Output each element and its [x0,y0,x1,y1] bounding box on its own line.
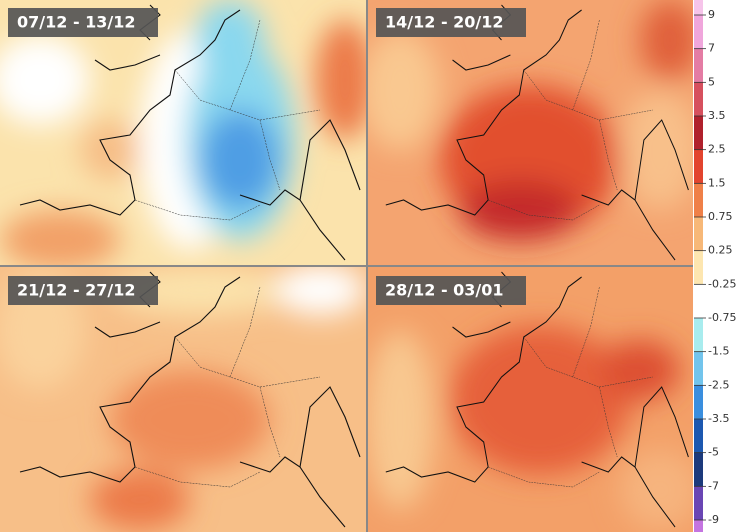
scale-label: 7 [708,42,715,55]
color-swatch [694,351,703,386]
color-swatch [694,486,703,520]
scale-label: 9 [708,8,715,21]
scale-label: -2.5 [708,378,729,391]
color-swatch [694,116,703,150]
color-swatch [694,82,703,116]
color-scale: 9 7 5 3.5 2.5 1.5 0.75 0.25 -0.25 -0.75 -1.5 -2.5 -3… [694,0,736,532]
map-panel [368,267,693,532]
color-swatch [694,217,703,251]
color-swatch [694,48,703,83]
color-swatch [694,419,703,453]
color-swatch [694,284,703,318]
panel-label: 07/12 - 13/12 [8,8,158,37]
scale-label: 3.5 [708,109,726,122]
scale-label: -9 [708,513,719,526]
color-swatch [694,183,703,217]
panel-date-range: 28/12 - 03/01 [385,281,504,300]
scale-label: -5 [708,446,719,459]
color-swatch [694,0,703,15]
color-swatch [694,149,703,184]
scale-label: -0.75 [708,311,736,324]
scale-label: 0.75 [708,210,733,223]
panel-date-range: 07/12 - 13/12 [17,13,136,32]
panel-date-range: 14/12 - 20/12 [385,13,504,32]
scale-label: 1.5 [708,176,726,189]
scale-label: 0.25 [708,244,733,257]
scale-label: -0.25 [708,277,736,290]
color-swatch [694,250,703,285]
color-swatch [694,318,703,352]
map-panel [0,267,366,532]
scale-label: 2.5 [708,143,726,156]
scale-label: -1.5 [708,345,729,358]
color-swatch [694,385,703,419]
scale-label: -3.5 [708,412,729,425]
panel-label: 14/12 - 20/12 [376,8,526,37]
color-swatch [694,452,703,487]
panel-date-range: 21/12 - 27/12 [17,281,136,300]
map-panel [0,0,366,265]
color-swatch [694,15,703,49]
scale-label: 5 [708,75,715,88]
map-panel [368,0,693,265]
panel-label: 28/12 - 03/01 [376,276,526,305]
panel-label: 21/12 - 27/12 [8,276,158,305]
color-swatch [694,520,703,532]
scale-label: -7 [708,479,719,492]
